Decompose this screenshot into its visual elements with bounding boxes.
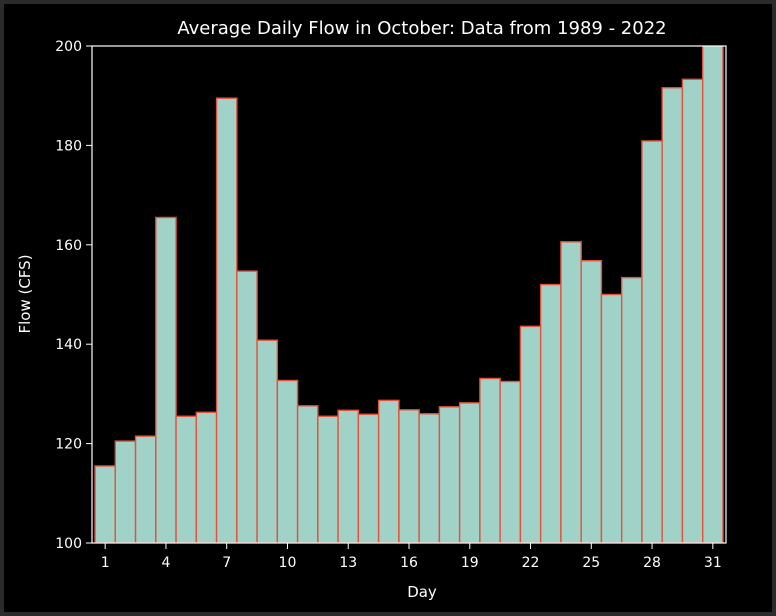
x-tick-label: 1 xyxy=(101,555,110,571)
bar-day-25 xyxy=(581,261,601,543)
bar-day-8 xyxy=(237,271,257,543)
y-tick-label: 140 xyxy=(55,337,82,353)
y-axis-ticks: 100 120 140 160 180 200 xyxy=(55,39,92,552)
bar-day-17 xyxy=(419,414,439,543)
y-tick-label: 180 xyxy=(55,138,82,154)
bar-day-1 xyxy=(95,466,115,543)
bar-day-3 xyxy=(136,436,156,543)
x-tick-label: 28 xyxy=(643,555,661,571)
bar-day-15 xyxy=(379,400,399,543)
x-tick-label: 19 xyxy=(461,555,479,571)
x-axis-ticks: 1 4 7 10 13 16 19 22 25 28 31 xyxy=(101,543,722,571)
bar-day-16 xyxy=(399,410,419,543)
x-tick-label: 16 xyxy=(400,555,418,571)
bar-day-6 xyxy=(196,412,216,543)
bar-chart: 1 4 7 10 13 16 19 22 25 28 31 100 120 140 160 180 200 A… xyxy=(4,4,772,612)
y-tick-label: 120 xyxy=(55,437,82,453)
x-tick-label: 7 xyxy=(222,555,231,571)
figure: 1 4 7 10 13 16 19 22 25 28 31 100 120 140 160 180 200 A… xyxy=(4,4,772,612)
x-tick-label: 4 xyxy=(161,555,170,571)
bar-day-27 xyxy=(622,278,642,543)
bar-day-9 xyxy=(257,340,277,543)
y-tick-label: 100 xyxy=(55,536,82,552)
bar-day-21 xyxy=(500,381,520,543)
chart-title: Average Daily Flow in October: Data from… xyxy=(177,18,666,39)
bar-day-10 xyxy=(277,380,297,543)
bar-day-4 xyxy=(156,217,176,543)
bar-day-7 xyxy=(217,98,237,543)
y-tick-label: 200 xyxy=(55,39,82,55)
bar-day-23 xyxy=(541,285,561,543)
bar-day-30 xyxy=(682,79,702,543)
x-tick-label: 22 xyxy=(522,555,540,571)
x-tick-label: 31 xyxy=(704,555,722,571)
bar-day-11 xyxy=(298,406,318,543)
bar-day-31 xyxy=(703,16,723,543)
y-axis-label: Flow (CFS) xyxy=(16,254,34,333)
x-tick-label: 25 xyxy=(582,555,600,571)
bar-day-22 xyxy=(520,326,540,543)
bar-day-18 xyxy=(439,407,459,543)
x-axis-label: Day xyxy=(407,583,437,601)
bar-day-14 xyxy=(358,414,378,543)
bar-day-12 xyxy=(318,416,338,543)
bar-day-24 xyxy=(561,242,581,543)
bar-day-19 xyxy=(460,403,480,543)
x-tick-label: 10 xyxy=(279,555,297,571)
bar-day-28 xyxy=(642,141,662,543)
bar-day-20 xyxy=(480,378,500,543)
bar-day-29 xyxy=(662,88,682,543)
bar-day-13 xyxy=(338,410,358,543)
y-tick-label: 160 xyxy=(55,238,82,254)
x-tick-label: 13 xyxy=(339,555,357,571)
bar-day-5 xyxy=(176,416,196,543)
bar-day-2 xyxy=(115,441,135,543)
bars-group xyxy=(95,16,723,543)
bar-day-26 xyxy=(601,295,621,544)
